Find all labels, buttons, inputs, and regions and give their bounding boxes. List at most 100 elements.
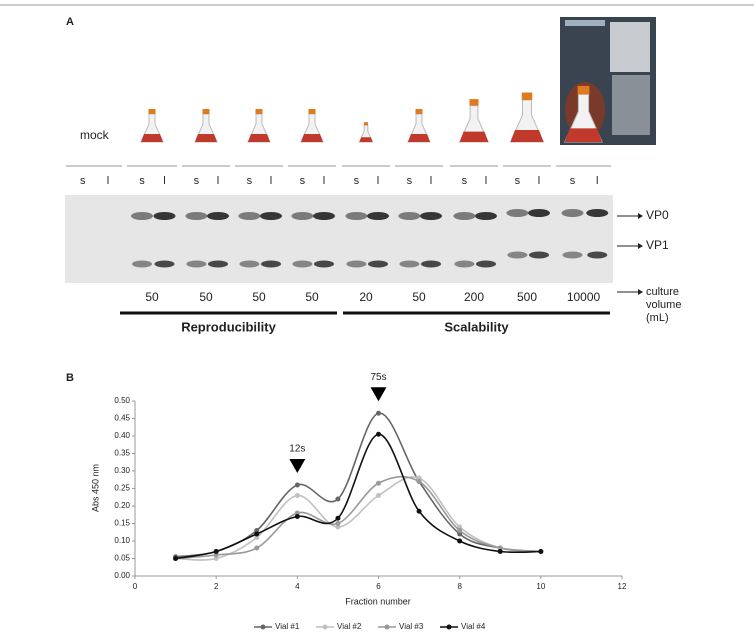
flask-medium — [510, 130, 544, 142]
data-point — [294, 510, 300, 516]
band — [421, 260, 441, 268]
data-point — [457, 524, 463, 530]
data-point — [376, 493, 381, 498]
data-point — [294, 493, 300, 498]
legend-marker — [322, 624, 328, 630]
arrow-head — [638, 243, 643, 249]
flask-cap — [308, 109, 316, 114]
data-point — [213, 549, 219, 554]
series-line — [175, 475, 541, 560]
lane-label: l — [163, 175, 165, 187]
flask-cap — [577, 85, 590, 95]
band-label: VP1 — [646, 238, 669, 252]
lane-label: s — [139, 175, 145, 187]
flask-medium — [408, 134, 430, 142]
flask-cap — [148, 109, 156, 114]
band — [586, 209, 609, 217]
legend-label: Vial #2 — [337, 622, 362, 631]
band — [475, 212, 497, 220]
band — [561, 209, 584, 217]
lane-label: s — [407, 175, 413, 187]
culture-volume: 10000 — [567, 290, 601, 304]
culture-volume: 50 — [252, 290, 266, 304]
data-point — [376, 480, 381, 486]
band — [238, 212, 261, 220]
x-tick-label: 6 — [376, 582, 381, 591]
flask-medium — [301, 134, 323, 142]
data-point — [335, 496, 341, 502]
data-point — [497, 545, 503, 551]
legend-label: Vial #4 — [461, 622, 486, 631]
culture-volume: 200 — [464, 290, 484, 304]
band — [454, 260, 475, 268]
lane-label: l — [596, 175, 598, 187]
band — [587, 251, 608, 259]
data-point — [294, 482, 300, 488]
flask-medium — [459, 131, 489, 142]
culture-volume: 50 — [305, 290, 319, 304]
series-line — [175, 433, 541, 560]
data-point — [254, 528, 260, 533]
band — [261, 260, 281, 268]
culture-volume: 50 — [412, 290, 426, 304]
blot — [65, 195, 613, 283]
band — [506, 209, 529, 217]
annotation: 75s — [370, 372, 386, 383]
data-point — [416, 508, 422, 514]
data-point — [457, 538, 463, 544]
series-line — [175, 476, 541, 561]
data-point — [254, 531, 260, 537]
band — [399, 260, 420, 268]
lane-label: l — [217, 175, 219, 187]
y-tick-label: 0.25 — [114, 484, 130, 493]
band — [153, 212, 176, 220]
band — [476, 260, 496, 268]
band — [453, 212, 476, 220]
band — [239, 260, 260, 268]
y-tick-label: 0.30 — [114, 466, 130, 475]
x-tick-label: 4 — [295, 582, 300, 591]
lane-label: l — [538, 175, 540, 187]
x-tick-label: 8 — [457, 582, 462, 591]
culture-volume: 50 — [199, 290, 213, 304]
flask-cap — [469, 99, 479, 106]
legend-marker — [384, 624, 390, 630]
data-point — [416, 479, 422, 484]
data-point — [213, 556, 219, 561]
lane-label: l — [323, 175, 325, 187]
annotation-arrow — [370, 387, 387, 402]
culture-volume: 500 — [517, 290, 537, 304]
band — [367, 212, 389, 220]
flask-cap — [415, 109, 423, 114]
legend-marker — [446, 624, 452, 630]
band — [131, 212, 153, 220]
band — [398, 212, 421, 220]
band — [345, 212, 368, 220]
data-point — [538, 549, 544, 554]
lane-label: s — [462, 175, 468, 187]
y-tick-label: 0.40 — [114, 431, 130, 440]
lane-label: s — [80, 175, 86, 187]
data-point — [213, 552, 219, 558]
y-tick-label: 0.45 — [114, 414, 130, 423]
lane-label: l — [430, 175, 432, 187]
series-line — [175, 412, 541, 558]
flask-cap — [363, 122, 369, 126]
group-label: Reproducibility — [181, 319, 276, 334]
y-tick-label: 0.35 — [114, 449, 130, 458]
band — [420, 212, 442, 220]
band — [291, 212, 314, 220]
arrow-head — [638, 289, 643, 295]
lane-label: l — [270, 175, 272, 187]
lane-label: l — [485, 175, 487, 187]
band — [507, 251, 528, 259]
legend-label: Vial #3 — [399, 622, 424, 631]
data-point — [497, 549, 503, 554]
flask-cap — [255, 109, 263, 114]
band — [185, 212, 208, 220]
data-point — [294, 514, 300, 519]
x-tick-label: 0 — [133, 582, 138, 591]
band — [368, 260, 388, 268]
legend-marker — [260, 624, 266, 630]
